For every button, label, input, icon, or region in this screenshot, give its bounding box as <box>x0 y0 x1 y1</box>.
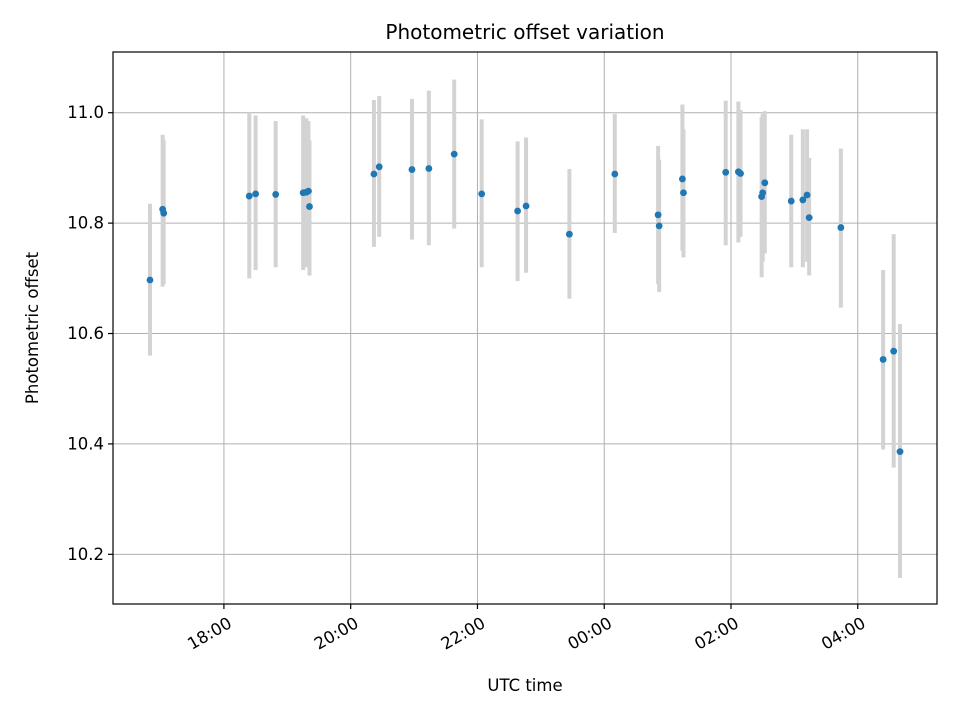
data-point <box>514 207 522 215</box>
data-point <box>837 224 845 231</box>
data-point <box>245 192 253 200</box>
data-points <box>146 150 904 456</box>
data-point <box>722 168 730 176</box>
data-point <box>425 165 433 172</box>
data-point <box>805 214 813 222</box>
data-point <box>799 196 807 204</box>
data-point <box>478 190 486 198</box>
chart-title: Photometric offset variation <box>385 20 664 44</box>
data-point <box>759 189 767 197</box>
x-axis-label: UTC time <box>487 676 562 695</box>
y-tick-label: 10.2 <box>67 545 104 564</box>
y-tick-label: 10.8 <box>67 214 104 233</box>
data-point <box>737 170 744 177</box>
y-axis-label: Photometric offset <box>23 251 42 404</box>
y-axis-ticks: 10.2 10.4 10.6 10.8 11.0 <box>67 103 113 564</box>
data-point <box>450 150 458 158</box>
data-point <box>803 191 811 199</box>
data-point <box>375 163 383 171</box>
data-point <box>408 166 416 173</box>
data-point <box>761 179 769 187</box>
data-point <box>565 230 573 238</box>
data-point <box>305 187 312 195</box>
y-tick-label: 10.4 <box>67 434 104 453</box>
data-point <box>146 276 154 284</box>
data-point <box>879 356 887 363</box>
data-point <box>654 211 662 219</box>
data-point <box>160 209 168 217</box>
data-point <box>679 175 686 183</box>
plot-frame <box>112 51 938 605</box>
data-point <box>272 191 280 198</box>
data-point <box>252 190 260 198</box>
data-point <box>655 222 663 230</box>
data-point <box>522 202 530 210</box>
data-point <box>787 197 795 205</box>
data-point <box>611 170 619 178</box>
data-point <box>890 347 898 355</box>
data-point <box>306 203 313 210</box>
data-point <box>680 189 687 197</box>
data-point <box>896 448 904 456</box>
y-tick-label: 11.0 <box>67 103 104 122</box>
data-point <box>370 170 378 178</box>
y-tick-label: 10.6 <box>67 324 104 343</box>
